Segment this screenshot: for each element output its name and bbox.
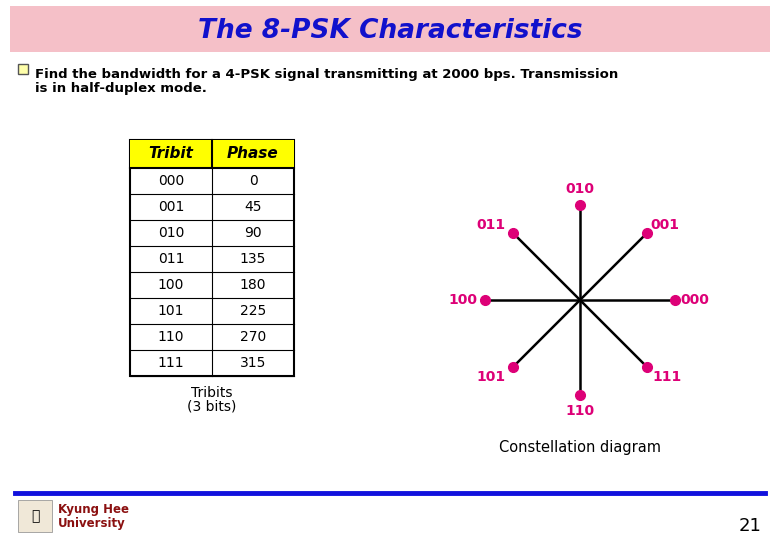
Bar [18, 64, 28, 74]
Text: 111: 111 [653, 370, 682, 384]
Text: Tribits: Tribits [191, 386, 232, 400]
Bar [18, 500, 52, 532]
Text: 180: 180 [239, 278, 266, 292]
Text: Phase: Phase [227, 146, 279, 161]
Text: Find the bandwidth for a 4-PSK signal transmitting at 2000 bps. Transmission: Find the bandwidth for a 4-PSK signal tr… [35, 68, 619, 81]
Text: 111: 111 [158, 356, 184, 370]
Text: 0: 0 [249, 174, 257, 188]
Text: 45: 45 [244, 200, 262, 214]
Text: 000: 000 [681, 293, 710, 307]
Text: 010: 010 [566, 182, 594, 196]
Text: is in half-duplex mode.: is in half-duplex mode. [35, 82, 207, 95]
Bar [130, 140, 294, 168]
Text: 21: 21 [739, 517, 762, 535]
Text: 010: 010 [158, 226, 184, 240]
Text: Constellation diagram: Constellation diagram [499, 440, 661, 455]
Text: 100: 100 [158, 278, 184, 292]
Text: 011: 011 [477, 218, 505, 232]
Bar [10, 6, 770, 52]
Text: University: University [58, 516, 126, 530]
Text: 225: 225 [240, 304, 266, 318]
Text: 270: 270 [240, 330, 266, 344]
Text: 101: 101 [477, 370, 505, 384]
Text: 001: 001 [651, 218, 679, 232]
Text: 011: 011 [158, 252, 184, 266]
Text: Tribit: Tribit [148, 146, 193, 161]
Text: Kyung Hee: Kyung Hee [58, 503, 129, 516]
Text: 90: 90 [244, 226, 262, 240]
Text: The 8-PSK Characteristics: The 8-PSK Characteristics [197, 18, 583, 44]
Text: 101: 101 [158, 304, 184, 318]
Text: 🏛: 🏛 [31, 509, 39, 523]
Text: 100: 100 [448, 293, 477, 307]
Text: (3 bits): (3 bits) [187, 400, 236, 414]
Text: 135: 135 [239, 252, 266, 266]
Text: 110: 110 [158, 330, 184, 344]
Text: 000: 000 [158, 174, 184, 188]
Text: 110: 110 [566, 404, 594, 418]
Text: 001: 001 [158, 200, 184, 214]
Bar [130, 140, 294, 376]
Text: 315: 315 [239, 356, 266, 370]
